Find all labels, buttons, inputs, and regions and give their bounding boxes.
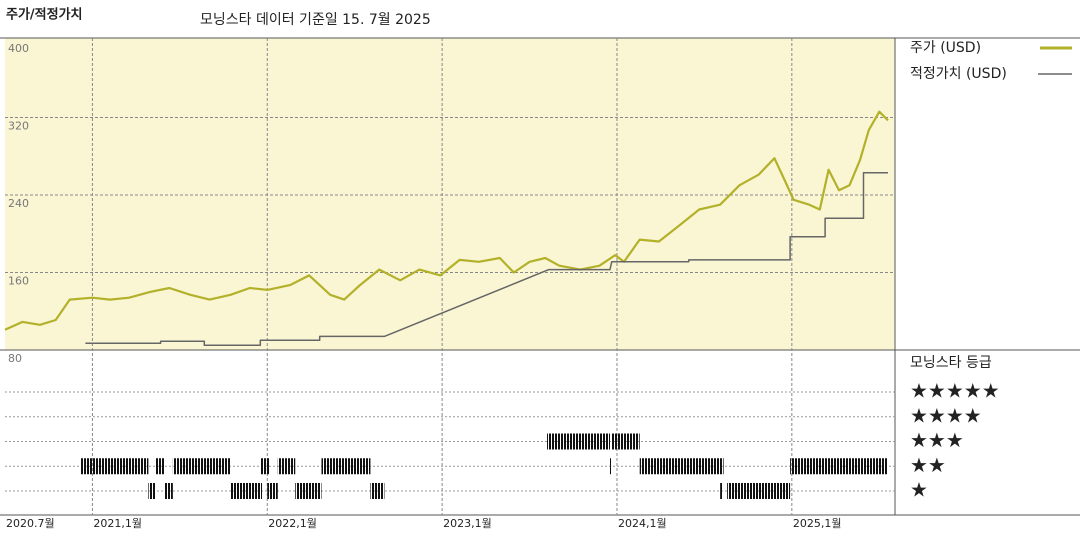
rating-label: ★★★ xyxy=(910,428,964,452)
x-tick-label: 2023,1월 xyxy=(443,517,492,530)
y-tick-label: 80 xyxy=(8,352,22,365)
rating-bar xyxy=(321,458,371,475)
rating-bar xyxy=(295,483,322,499)
legend-label: 주가 (USD) xyxy=(910,40,981,56)
rating-label: ★★ xyxy=(910,453,946,477)
rating-bar xyxy=(267,483,278,499)
rating-bar xyxy=(155,458,165,475)
rating-bar xyxy=(370,483,385,499)
y-tick-label: 160 xyxy=(8,275,29,288)
rating-bar xyxy=(727,483,791,499)
rating-bar xyxy=(720,483,723,499)
y-tick-label: 240 xyxy=(8,197,29,210)
rating-bar xyxy=(172,458,231,475)
y-tick-label: 320 xyxy=(8,120,29,133)
rating-bar xyxy=(611,433,640,450)
rating-title: 모닝스타 등급 xyxy=(910,355,992,371)
legend-label: 적정가치 (USD) xyxy=(910,66,1007,82)
x-tick-label: 2021,1월 xyxy=(93,517,142,530)
x-tick-label: 2024,1월 xyxy=(618,517,667,530)
x-tick-label: 2022,1월 xyxy=(268,517,317,530)
rating-label: ★★★★ xyxy=(910,403,982,427)
rating-bar xyxy=(639,458,724,475)
rating-bar xyxy=(80,458,149,475)
x-tick-label: 2025,1월 xyxy=(793,517,842,530)
rating-label: ★★★★★ xyxy=(910,379,1000,403)
rating-bar xyxy=(790,458,889,475)
rating-label: ★ xyxy=(910,478,928,502)
chart-subtitle: 모닝스타 데이터 기준일 15. 7월 2025 xyxy=(200,12,431,28)
rating-bar xyxy=(547,433,610,450)
rating-bar xyxy=(230,483,263,499)
rating-bar xyxy=(277,458,296,475)
y-tick-label: 400 xyxy=(8,42,29,55)
x-tick-label: 2020.7월 xyxy=(6,517,55,530)
rating-bar xyxy=(148,483,156,499)
rating-bar xyxy=(260,458,270,475)
rating-bar xyxy=(164,483,173,499)
series-line xyxy=(4,110,889,331)
chart-title: 주가/적정가치 xyxy=(6,7,83,23)
plot-background xyxy=(5,38,895,350)
series-line xyxy=(85,171,888,346)
rating-bar xyxy=(609,458,612,475)
